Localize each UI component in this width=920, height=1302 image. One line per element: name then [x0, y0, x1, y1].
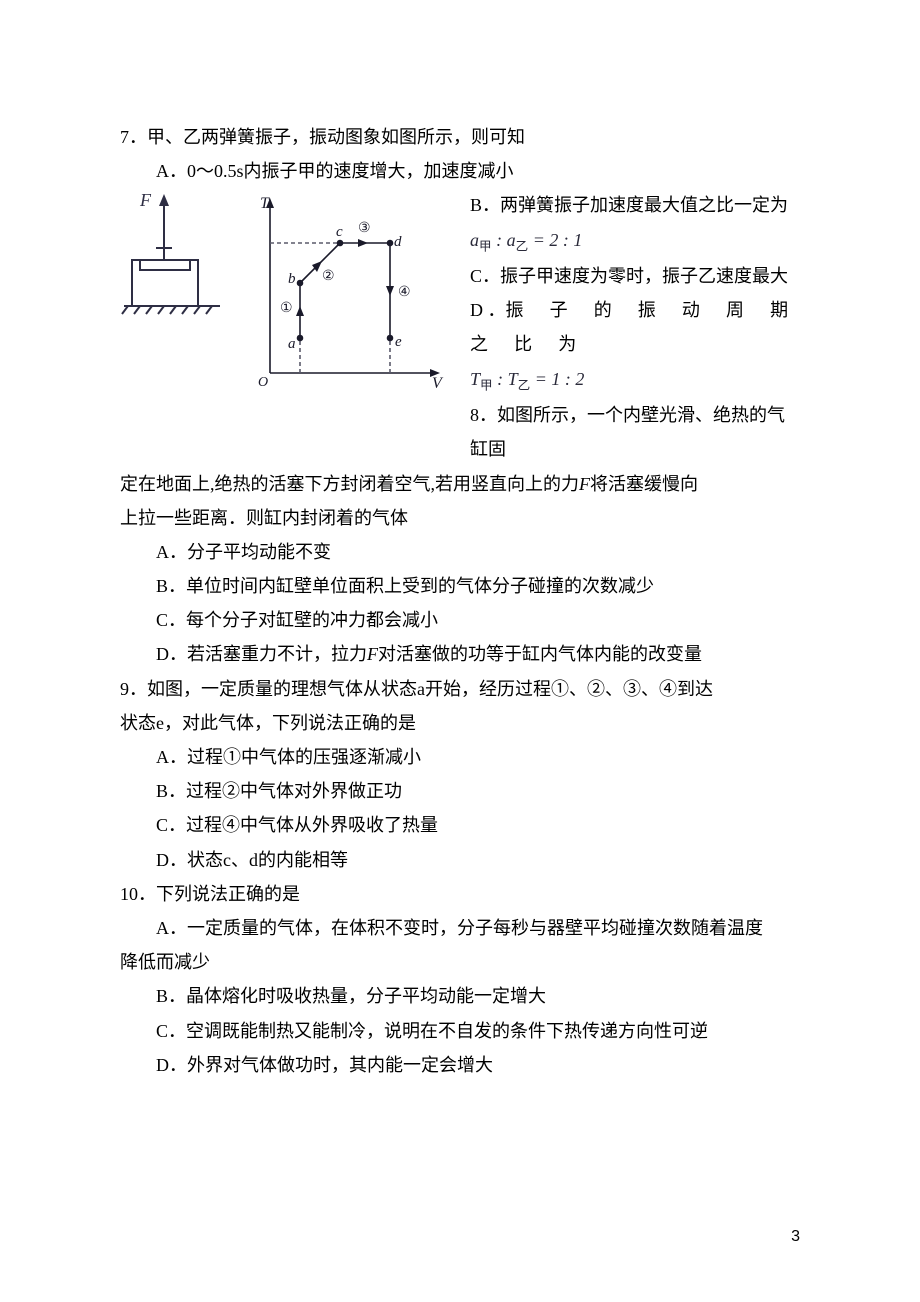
q8-lead: 8．如图所示，一个内壁光滑、绝热的气缸固 [470, 398, 800, 466]
q7-number: 7． [120, 127, 147, 147]
svg-text:T: T [260, 195, 270, 212]
q10-stem: 10．下列说法正确的是 [120, 877, 800, 911]
page-number: 3 [791, 1222, 800, 1252]
label-F: F [139, 190, 152, 210]
q7-B-formula: a甲 : a乙 = 2 : 1 [470, 223, 800, 260]
q8-stem-line3: 上拉一些距离．则缸内封闭着的气体 [120, 501, 800, 535]
svg-text:a: a [288, 336, 296, 352]
q7-stem: 7．甲、乙两弹簧振子，振动图象如图所示，则可知 [120, 120, 800, 154]
q9-C: C．过程④中气体从外界吸收了热量 [120, 808, 800, 842]
q8-C: C．每个分子对缸壁的冲力都会减小 [120, 603, 800, 637]
q9-stem: 9．如图，一定质量的理想气体从状态a开始，经历过程①、②、③、④到达 [120, 672, 800, 706]
figure-TV: T V O [240, 188, 445, 409]
q8-A: A．分子平均动能不变 [120, 535, 800, 569]
svg-text:③: ③ [358, 221, 371, 236]
q8-stem-line2: 定在地面上,绝热的活塞下方封闭着空气,若用竖直向上的力F将活塞缓慢向 [120, 467, 800, 501]
q9-stem2: 状态e，对此气体，下列说法正确的是 [120, 706, 800, 740]
q7-B: B．两弹簧振子加速度最大值之比一定为 [470, 188, 800, 222]
q10-A-line1: A．一定质量的气体，在体积不变时，分子每秒与器壁平均碰撞次数随着温度 [120, 911, 800, 945]
q10-C: C．空调既能制热又能制冷，说明在不自发的条件下热传递方向性可逆 [120, 1014, 800, 1048]
svg-text:②: ② [322, 269, 335, 284]
svg-text:e: e [395, 334, 402, 350]
q7-D: D ．振 子 的 振 动 周 期 之 比 为 [470, 293, 800, 361]
svg-text:V: V [432, 375, 444, 392]
q10-A-line2: 降低而减少 [120, 945, 800, 979]
q7-A: A．0～0.5s内振子甲的速度增大，加速度减小 [120, 154, 800, 188]
svg-text:b: b [288, 271, 296, 287]
q7-stem-text: 甲、乙两弹簧振子，振动图象如图所示，则可知 [147, 127, 525, 147]
q7-C: C．振子甲速度为零时，振子乙速度最大 [470, 259, 800, 293]
q10-B: B．晶体熔化时吸收热量，分子平均动能一定增大 [120, 979, 800, 1013]
q8-D: D．若活塞重力不计，拉力F对活塞做的功等于缸内气体内能的改变量 [120, 637, 800, 671]
figure-piston: F [120, 188, 230, 329]
q8-B: B．单位时间内缸壁单位面积上受到的气体分子碰撞的次数减少 [120, 569, 800, 603]
piston-svg: F [120, 188, 230, 318]
tv-svg: T V O [240, 188, 445, 398]
q7-D-formula: T甲 : T乙 = 1 : 2 [470, 362, 800, 399]
q9-A: A．过程①中气体的压强逐渐减小 [120, 740, 800, 774]
svg-text:d: d [394, 234, 402, 250]
svg-text:④: ④ [398, 285, 411, 300]
q9-B: B．过程②中气体对外界做正功 [120, 774, 800, 808]
q9-D: D．状态c、d的内能相等 [120, 843, 800, 877]
svg-text:①: ① [280, 301, 293, 316]
svg-text:O: O [258, 375, 268, 390]
q10-D: D．外界对气体做功时，其内能一定会增大 [120, 1048, 800, 1082]
svg-text:c: c [336, 224, 343, 240]
